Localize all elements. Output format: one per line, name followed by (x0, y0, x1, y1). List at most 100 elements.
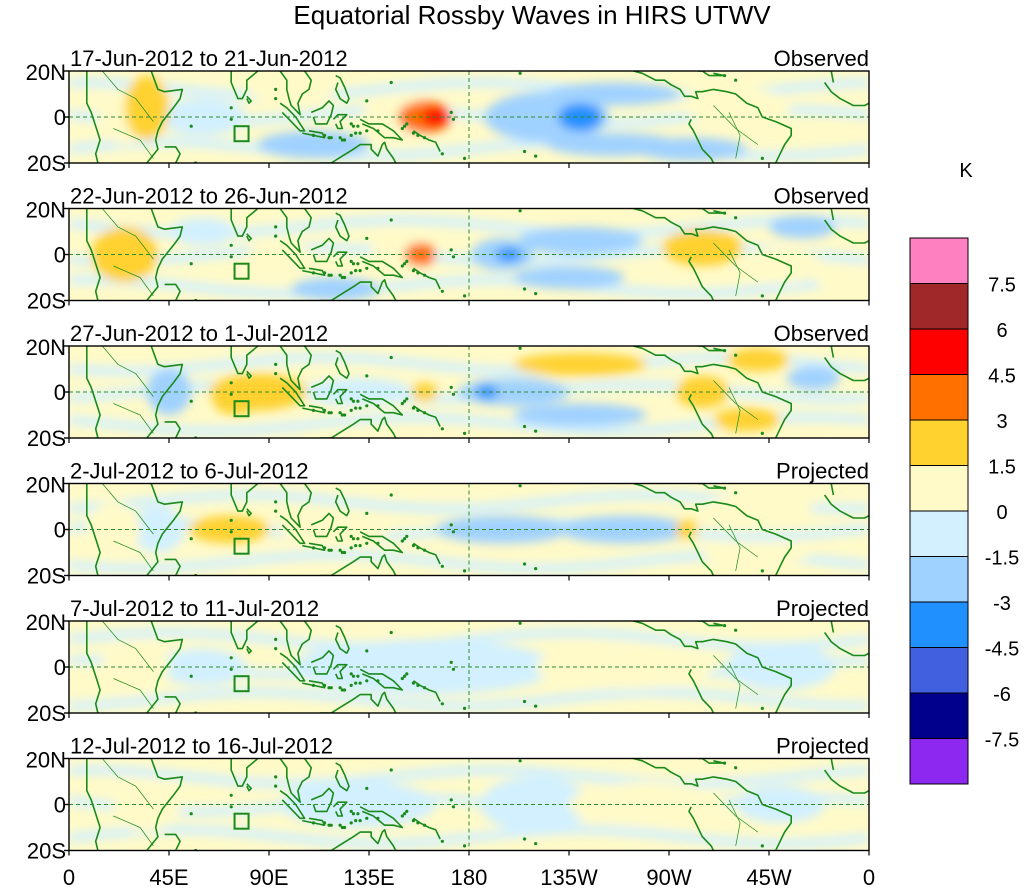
coastline (633, 758, 793, 851)
lat-label: 20N (26, 198, 66, 223)
coastline (688, 393, 715, 438)
island (440, 152, 444, 156)
colorbar-label: 3 (996, 411, 1007, 433)
island (376, 679, 380, 683)
lat-label: 20N (26, 473, 66, 498)
panel-status: Projected (776, 459, 869, 484)
coastline (310, 237, 335, 263)
coastline (633, 346, 793, 438)
island (405, 672, 409, 676)
island (274, 637, 278, 642)
island (760, 844, 764, 848)
country-border (102, 346, 154, 397)
island (722, 624, 727, 628)
country-border (113, 128, 154, 159)
island (329, 686, 333, 690)
island (358, 406, 362, 410)
map-panel: 20N 0 20S 12-Jul-2012 to 16-Jul-2012 Project… (26, 734, 870, 864)
island (440, 289, 444, 293)
island (354, 544, 358, 548)
island (734, 353, 738, 357)
panel-date-range: 17-Jun-2012 to 21-Jun-2012 (70, 46, 348, 71)
panel-date-range: 2-Jul-2012 to 6-Jul-2012 (70, 459, 308, 484)
negative-anomaly (769, 215, 836, 239)
coastline (830, 758, 835, 771)
island (365, 404, 369, 408)
coastline (412, 130, 441, 152)
lon-label: 135E (343, 865, 394, 890)
island (229, 117, 233, 121)
country-border (713, 517, 759, 558)
island (365, 511, 369, 515)
colorbar: K 7.5 6 4.5 3 1.5 0 -1.5 -3 -4.5 -6 -7.5 (909, 160, 1019, 785)
island (416, 408, 420, 412)
colorbar-label: -4.5 (985, 639, 1019, 661)
panel-status: Observed (774, 184, 869, 209)
island (349, 809, 353, 814)
coastline (146, 758, 184, 851)
coastline (688, 256, 715, 301)
island (329, 823, 333, 827)
island (451, 530, 456, 534)
coastline (823, 82, 869, 107)
island (400, 264, 404, 268)
island (522, 149, 527, 154)
negative-anomaly (495, 247, 523, 262)
island (518, 759, 522, 763)
coastline (86, 346, 101, 438)
coastline (246, 95, 252, 104)
coastline (830, 483, 835, 496)
coastline (320, 691, 397, 713)
coastline (146, 483, 184, 576)
island (405, 259, 409, 263)
negative-anomaly (480, 776, 592, 833)
island (534, 429, 538, 433)
coastline (310, 650, 335, 675)
lon-label: 90W (646, 865, 691, 890)
coastline (412, 405, 441, 427)
island (274, 372, 278, 376)
island (342, 413, 347, 417)
island (274, 784, 278, 788)
coastline (830, 208, 835, 221)
positive-anomaly (246, 75, 336, 104)
coastline (412, 542, 441, 565)
lat-label: 20S (27, 151, 66, 176)
coastline (302, 267, 326, 277)
island (405, 397, 409, 401)
coastline (279, 208, 313, 253)
island (274, 97, 278, 101)
island (522, 424, 527, 429)
island (376, 266, 380, 270)
coastline (701, 208, 726, 214)
island (389, 493, 393, 497)
island (365, 816, 369, 820)
island (734, 491, 738, 495)
island (400, 539, 404, 543)
coastline (830, 346, 835, 358)
positive-anomaly (702, 495, 814, 518)
island (229, 106, 233, 110)
coastline (279, 102, 306, 132)
negative-anomaly (475, 385, 498, 399)
island (402, 812, 407, 816)
coastline (279, 240, 306, 270)
colorbar-label: -6 (993, 684, 1011, 706)
lat-label: 20S (27, 839, 66, 864)
colorbar-label: 0 (996, 502, 1007, 524)
anomaly-field (69, 628, 869, 711)
colorbar-box (909, 237, 969, 284)
island (349, 546, 353, 550)
coastline (86, 208, 101, 301)
island (451, 117, 456, 121)
colorbar-box (909, 465, 969, 512)
island (311, 821, 316, 825)
colorbar-boxes (909, 237, 969, 785)
island (422, 548, 427, 552)
island (522, 837, 527, 841)
island (722, 211, 727, 215)
island (402, 537, 407, 541)
island (338, 273, 342, 277)
coastline (146, 346, 184, 438)
